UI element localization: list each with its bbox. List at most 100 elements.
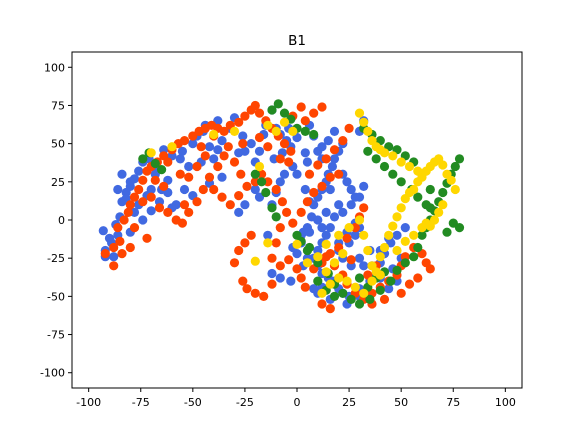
scatter-point <box>138 197 148 207</box>
y-tick-label: -75 <box>47 329 65 342</box>
scatter-point <box>300 282 310 292</box>
scatter-point <box>138 175 148 185</box>
scatter-point <box>279 139 290 149</box>
scatter-point <box>317 288 327 298</box>
scatter-point <box>438 200 448 210</box>
scatter-point <box>417 230 427 240</box>
scatter-point <box>146 206 156 216</box>
scatter-point <box>279 117 290 127</box>
scatter-point <box>250 184 260 195</box>
scatter-point <box>263 238 273 248</box>
scatter-point <box>300 148 310 158</box>
scatter-point <box>359 230 369 240</box>
x-tick-label: 75 <box>446 396 460 409</box>
scatter-point <box>365 294 375 304</box>
scatter-point <box>304 227 315 237</box>
scatter-point <box>129 223 140 233</box>
scatter-point <box>209 154 219 164</box>
scatter-point <box>354 273 365 283</box>
scatter-point <box>425 203 435 213</box>
scatter-point <box>359 288 369 298</box>
scatter-point <box>346 255 356 265</box>
points-layer <box>98 99 465 314</box>
scatter-point <box>375 285 385 295</box>
scatter-point <box>292 264 302 274</box>
series-4 <box>146 108 460 298</box>
scatter-point <box>277 197 287 207</box>
scatter-point <box>175 154 185 164</box>
scatter-point <box>125 200 135 210</box>
scatter-point <box>219 151 229 161</box>
scatter-point <box>354 253 365 263</box>
scatter-point <box>250 100 260 111</box>
scatter-point <box>367 276 377 286</box>
scatter-point <box>338 288 348 298</box>
scatter-point <box>159 181 169 191</box>
scatter-point <box>209 184 219 195</box>
y-tick-label: 0 <box>58 214 65 227</box>
scatter-point <box>309 187 319 198</box>
scatter-point <box>400 223 410 233</box>
scatter-point <box>317 142 327 152</box>
scatter-point <box>375 270 385 280</box>
scatter-point <box>321 230 331 240</box>
scatter-point <box>267 253 277 263</box>
scatter-point <box>109 242 119 253</box>
scatter-point <box>321 252 331 262</box>
scatter-point <box>134 184 144 195</box>
y-tick-label: 50 <box>51 138 65 151</box>
scatter-point <box>317 102 327 112</box>
scatter-point <box>217 172 227 182</box>
scatter-point <box>329 154 340 164</box>
scatter-point <box>246 139 256 149</box>
scatter-point <box>254 192 265 202</box>
scatter-point <box>240 111 250 121</box>
scatter-point <box>254 146 265 156</box>
x-axis: -100 -75 -50 -25 0 25 50 75 100 <box>76 388 516 409</box>
scatter-point <box>396 203 406 213</box>
scatter-point <box>271 184 281 195</box>
scatter-point <box>263 142 273 152</box>
scatter-point <box>288 126 298 136</box>
scatter-point <box>188 131 198 141</box>
scatter-point <box>234 117 244 127</box>
scatter-point <box>125 242 135 253</box>
y-tick-label: -100 <box>40 367 65 380</box>
scatter-point <box>240 238 250 248</box>
scatter-point <box>300 116 310 126</box>
scatter-point <box>342 233 352 243</box>
scatter-point <box>196 142 206 152</box>
scatter-point <box>434 207 444 217</box>
scatter-point <box>334 273 344 283</box>
scatter-point <box>275 154 285 164</box>
scatter-point <box>138 215 148 225</box>
scatter-point <box>292 169 302 179</box>
scatter-point <box>213 161 223 172</box>
scatter-point <box>177 146 187 156</box>
scatter-point <box>388 169 398 179</box>
scatter-point <box>359 261 369 271</box>
scatter-point <box>163 157 173 167</box>
scatter-point <box>386 276 396 286</box>
scatter-point <box>354 192 365 202</box>
scatter-point <box>286 146 296 156</box>
scatter-point <box>338 136 348 146</box>
scatter-point <box>313 215 323 225</box>
scatter-point <box>329 145 340 155</box>
scatter-point <box>204 142 215 152</box>
scatter-point <box>261 187 271 198</box>
scatter-point <box>371 154 381 164</box>
scatter-point <box>417 223 427 233</box>
scatter-point <box>442 227 452 237</box>
scatter-point <box>354 299 365 309</box>
scatter-point <box>325 304 335 314</box>
scatter-point <box>384 230 394 240</box>
scatter-point <box>134 166 144 176</box>
scatter-point <box>242 284 252 294</box>
scatter-point <box>267 105 277 115</box>
x-tick-label: -50 <box>184 396 202 409</box>
scatter-point <box>321 154 331 164</box>
scatter-point <box>138 154 148 164</box>
